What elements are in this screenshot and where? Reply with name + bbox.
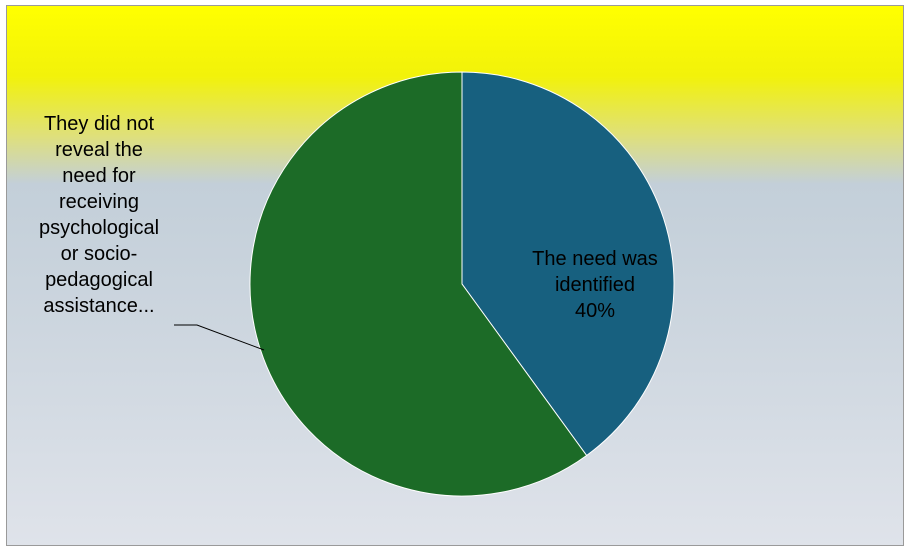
pie-slice-need-identified [461,71,675,457]
leader-line [174,324,265,351]
pie-chart [174,71,675,497]
slice-label-not-revealed: They did not reveal the need for receivi… [38,113,160,317]
pie-slice-not-revealed [249,71,588,497]
slice-label-need-identified: The need was identified 40% [532,248,658,322]
chart-area: They did not reveal the need for receivi… [6,5,904,546]
